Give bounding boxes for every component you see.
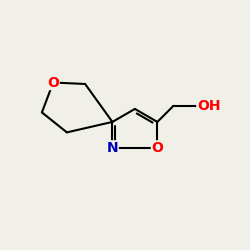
Text: O: O: [47, 76, 59, 90]
Text: OH: OH: [197, 99, 220, 113]
Text: N: N: [106, 141, 118, 155]
Text: O: O: [152, 141, 163, 155]
